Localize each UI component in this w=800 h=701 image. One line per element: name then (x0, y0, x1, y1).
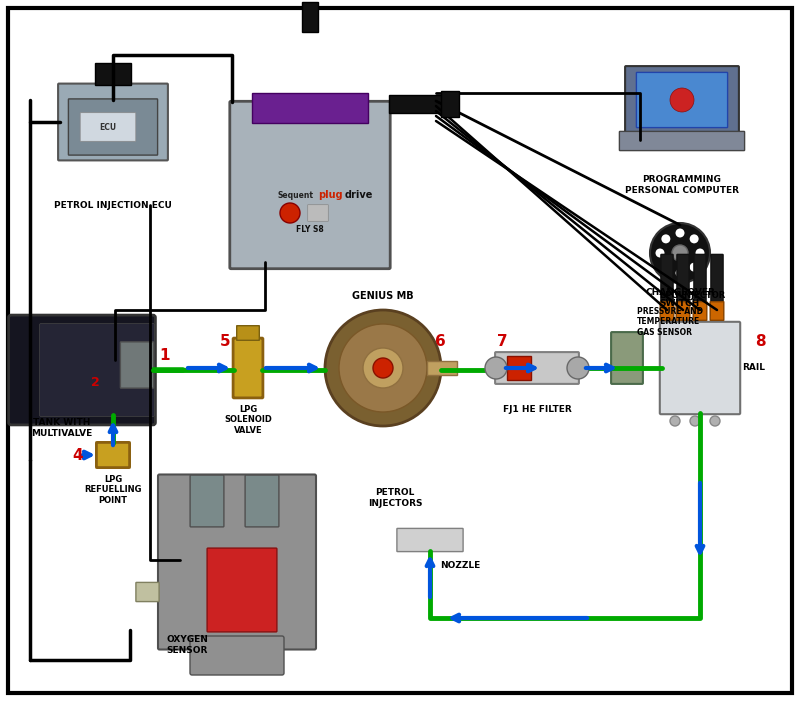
Text: FLY S8: FLY S8 (296, 226, 324, 235)
Bar (302, 2, 318, 32)
Text: Sequent: Sequent (277, 191, 313, 200)
FancyBboxPatch shape (660, 322, 740, 414)
Circle shape (690, 263, 698, 272)
Circle shape (363, 348, 403, 388)
Circle shape (670, 416, 680, 426)
FancyBboxPatch shape (660, 301, 674, 320)
Circle shape (695, 248, 705, 257)
Bar (252, 93, 368, 123)
Circle shape (670, 88, 694, 112)
FancyBboxPatch shape (677, 254, 689, 315)
Text: NOZZLE: NOZZLE (440, 561, 480, 569)
FancyBboxPatch shape (495, 352, 579, 384)
Text: 2: 2 (90, 376, 99, 388)
Circle shape (675, 268, 685, 278)
FancyBboxPatch shape (233, 338, 263, 398)
Circle shape (280, 203, 300, 223)
FancyBboxPatch shape (711, 254, 723, 315)
FancyBboxPatch shape (230, 102, 390, 268)
Circle shape (690, 416, 700, 426)
Text: plug: plug (318, 190, 342, 200)
Text: LPG INJECTOR: LPG INJECTOR (660, 290, 726, 299)
Text: PROGRAMMING
PERSONAL COMPUTER: PROGRAMMING PERSONAL COMPUTER (625, 175, 739, 195)
Text: 1: 1 (160, 348, 170, 362)
FancyBboxPatch shape (661, 254, 673, 315)
Text: PETROL INJECTION ECU: PETROL INJECTION ECU (54, 200, 172, 210)
Text: drive: drive (345, 190, 374, 200)
FancyBboxPatch shape (676, 301, 690, 320)
Text: LPG
REFUELLING
POINT: LPG REFUELLING POINT (84, 475, 142, 505)
Text: 7: 7 (497, 334, 507, 350)
Text: 8: 8 (754, 334, 766, 350)
FancyBboxPatch shape (9, 315, 155, 425)
Text: ECU: ECU (99, 123, 117, 132)
Text: GENIUS MB: GENIUS MB (352, 291, 414, 301)
FancyBboxPatch shape (308, 205, 328, 222)
Bar (507, 356, 531, 380)
FancyBboxPatch shape (190, 636, 284, 675)
FancyBboxPatch shape (397, 529, 463, 552)
FancyBboxPatch shape (69, 99, 158, 155)
Circle shape (690, 234, 698, 243)
FancyBboxPatch shape (121, 342, 154, 388)
Text: RAIL: RAIL (742, 364, 765, 372)
Bar (389, 95, 444, 112)
Circle shape (485, 357, 507, 379)
Text: LPG
SOLENOID
VALVE: LPG SOLENOID VALVE (224, 405, 272, 435)
FancyBboxPatch shape (136, 583, 159, 601)
Bar (427, 361, 457, 375)
Circle shape (710, 416, 720, 426)
FancyBboxPatch shape (207, 548, 277, 632)
Bar (95, 62, 131, 85)
Bar (441, 90, 459, 116)
Text: FJ1 HE FILTER: FJ1 HE FILTER (502, 405, 571, 414)
Circle shape (662, 234, 670, 243)
Text: 4: 4 (73, 447, 83, 463)
FancyBboxPatch shape (694, 254, 706, 315)
FancyBboxPatch shape (58, 83, 168, 161)
Circle shape (373, 358, 393, 378)
FancyBboxPatch shape (158, 475, 316, 650)
FancyBboxPatch shape (637, 72, 728, 128)
Text: CHANGEOVER
SWITCH: CHANGEOVER SWITCH (645, 288, 715, 308)
FancyBboxPatch shape (693, 301, 707, 320)
FancyBboxPatch shape (611, 332, 643, 384)
FancyBboxPatch shape (237, 326, 259, 340)
FancyBboxPatch shape (625, 66, 739, 140)
Circle shape (662, 263, 670, 272)
Text: 5: 5 (220, 334, 230, 350)
Text: PETROL
INJECTORS: PETROL INJECTORS (368, 489, 422, 508)
Text: OXYGEN
SENSOR: OXYGEN SENSOR (166, 635, 208, 655)
FancyBboxPatch shape (97, 442, 130, 468)
FancyBboxPatch shape (245, 475, 279, 527)
Text: TANK WITH
MULTIVALVE: TANK WITH MULTIVALVE (31, 418, 93, 437)
FancyBboxPatch shape (39, 323, 154, 416)
Circle shape (655, 248, 665, 257)
FancyBboxPatch shape (190, 475, 224, 527)
FancyBboxPatch shape (80, 113, 136, 142)
Circle shape (650, 223, 710, 283)
FancyBboxPatch shape (619, 131, 745, 151)
Text: PRESSURE AND
TEMPERATURE
GAS SENSOR: PRESSURE AND TEMPERATURE GAS SENSOR (637, 307, 703, 337)
Circle shape (672, 245, 688, 261)
Circle shape (675, 229, 685, 238)
Circle shape (567, 357, 589, 379)
FancyBboxPatch shape (710, 301, 724, 320)
Text: 6: 6 (434, 334, 446, 350)
Circle shape (339, 324, 427, 412)
Circle shape (325, 310, 441, 426)
